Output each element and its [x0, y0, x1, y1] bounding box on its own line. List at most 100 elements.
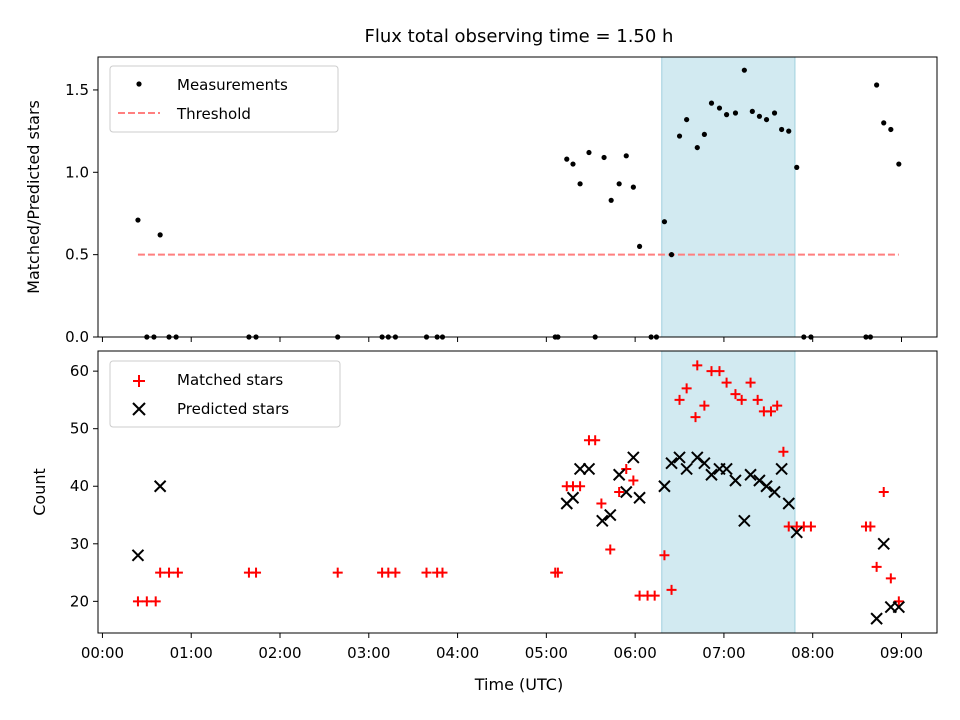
matched-star-point — [699, 400, 710, 411]
bottom-x-tick-label: 05:00 — [525, 644, 568, 662]
matched-star-point — [596, 498, 607, 509]
measurement-points — [135, 67, 902, 340]
measurement-point — [741, 67, 747, 73]
matched-star-point — [251, 567, 262, 578]
measurement-point — [794, 164, 800, 170]
matched-star-point — [666, 584, 677, 595]
matched-star-point — [871, 561, 882, 572]
measurement-point — [616, 181, 622, 187]
predicted-star-point — [680, 462, 693, 476]
matched-star-point — [132, 596, 143, 607]
legend-predicted-label: Predicted stars — [177, 400, 289, 418]
top-panel: 0.0 0.5 1.0 1.5 Matched/Predicted stars Mea… — [24, 56, 938, 346]
predicted-star-point — [596, 514, 609, 527]
bottom-x-tick-label: 04:00 — [436, 644, 479, 662]
measurement-point — [749, 108, 755, 114]
predicted-star-point — [870, 612, 883, 625]
bottom-y-tick-label: 30 — [70, 535, 89, 553]
measurement-point — [771, 110, 778, 116]
matched-star-point — [730, 389, 741, 400]
matched-star-point — [865, 521, 876, 532]
measurement-point — [586, 149, 592, 156]
measurement-point — [881, 120, 887, 126]
measurement-point — [779, 126, 785, 133]
matched-star-point — [649, 590, 660, 601]
measurement-point — [661, 219, 668, 225]
predicted-star-point — [566, 491, 580, 504]
top-y-ticks: 0.0 0.5 1.0 1.5 — [65, 81, 98, 346]
measurement-point — [570, 161, 576, 167]
matched-star-point — [332, 567, 343, 578]
bottom-x-tick-label: 01:00 — [170, 644, 213, 662]
legend-measurements-label: Measurements — [177, 76, 288, 94]
matched-points — [132, 360, 904, 607]
matched-star-point — [141, 596, 152, 607]
bottom-x-tick-label: 02:00 — [258, 644, 301, 662]
bottom-x-tick-label: 08:00 — [791, 644, 834, 662]
measurement-point — [896, 161, 902, 167]
measurement-point — [636, 243, 643, 250]
predicted-star-point — [775, 462, 788, 476]
bottom-x-tick-label: 00:00 — [81, 644, 124, 662]
measurement-point — [716, 105, 723, 111]
bottom-x-tick-label: 07:00 — [702, 644, 745, 662]
measurement-point — [676, 133, 683, 139]
matched-star-point — [621, 463, 632, 474]
predicted-star-point — [665, 457, 678, 470]
matched-star-point — [745, 377, 756, 388]
matched-star-point — [805, 521, 816, 532]
measurement-point — [723, 112, 730, 118]
measurement-point — [601, 154, 607, 161]
predicted-star-point — [627, 451, 640, 464]
predicted-star-point — [620, 485, 633, 499]
measurement-point — [135, 217, 141, 223]
measurement-point — [577, 181, 583, 187]
predicted-star-point — [705, 468, 718, 481]
measurement-point — [708, 100, 715, 106]
matched-star-point — [752, 394, 763, 405]
predicted-star-point — [720, 462, 733, 476]
matched-star-point — [765, 406, 776, 417]
predicted-star-point — [658, 480, 671, 493]
predicted-star-point — [673, 451, 686, 464]
matched-star-point — [690, 412, 701, 423]
predicted-star-point — [698, 457, 711, 470]
matched-star-point — [614, 487, 625, 497]
predicted-star-point — [744, 468, 757, 481]
matched-star-point — [692, 360, 703, 371]
measurement-point — [608, 197, 614, 203]
bottom-y-ticks: 20 30 40 50 60 — [70, 362, 98, 610]
matched-star-point — [681, 383, 692, 394]
top-y-tick-label: 1.0 — [65, 163, 89, 181]
bottom-x-ticks: 00:00 01:00 02:00 03:00 04:00 05:00 06:00 07:00… — [81, 633, 923, 662]
matched-star-point — [552, 567, 563, 578]
predicted-star-point — [782, 497, 795, 510]
legend-predicted-marker — [132, 402, 146, 416]
matched-star-point — [150, 596, 161, 607]
chart-title: Flux total observing time = 1.50 h — [365, 26, 674, 47]
matched-star-point — [778, 446, 789, 457]
measurement-point — [694, 144, 700, 151]
matched-star-point — [575, 481, 586, 492]
matched-star-point — [659, 550, 670, 561]
top-y-tick-label: 1.5 — [65, 81, 89, 99]
top-highlight-span — [661, 56, 796, 338]
measurement-point — [874, 82, 880, 88]
predicted-star-point — [633, 491, 646, 504]
measurement-point — [756, 113, 763, 119]
measurement-point — [732, 110, 739, 116]
predicted-star-point — [729, 474, 742, 487]
predicted-star-point — [790, 526, 803, 539]
matched-star-point — [721, 377, 732, 388]
matched-star-point — [155, 567, 166, 578]
matched-star-point — [736, 394, 747, 405]
predicted-star-point — [892, 600, 906, 614]
predicted-star-point — [573, 462, 587, 476]
predicted-star-point — [582, 462, 596, 476]
matched-star-point — [714, 366, 725, 377]
predicted-star-point — [153, 480, 167, 493]
bottom-x-tick-label: 09:00 — [880, 644, 923, 662]
predicted-star-point — [877, 537, 890, 551]
bottom-x-tick-label: 03:00 — [347, 644, 390, 662]
